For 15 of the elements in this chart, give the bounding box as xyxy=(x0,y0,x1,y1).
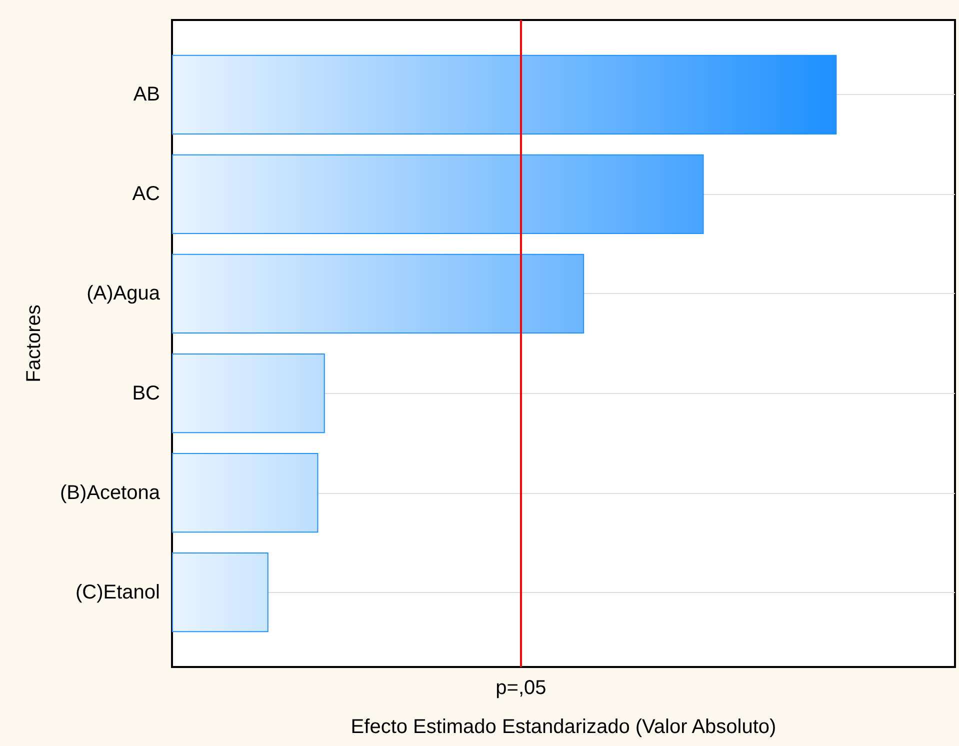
y-axis-title: Factores xyxy=(23,304,45,382)
bar xyxy=(172,552,268,632)
bar xyxy=(172,254,584,334)
ref-line-label: p=,05 xyxy=(496,677,546,699)
y-tick-label: (A)Agua xyxy=(86,282,161,305)
y-tick-label: (B)Acetona xyxy=(60,482,161,504)
bar xyxy=(172,54,837,134)
y-tick-label: BC xyxy=(132,382,160,404)
bar xyxy=(172,353,325,434)
bar xyxy=(172,154,704,234)
y-tick-label: AC xyxy=(132,183,160,206)
x-axis-title: Efecto Estimado Estandarizado (Valor Absoluto) xyxy=(350,716,776,738)
y-tick-label: AB xyxy=(133,84,160,106)
bar xyxy=(172,452,318,533)
y-tick-label: (C)Etanol xyxy=(76,581,160,604)
